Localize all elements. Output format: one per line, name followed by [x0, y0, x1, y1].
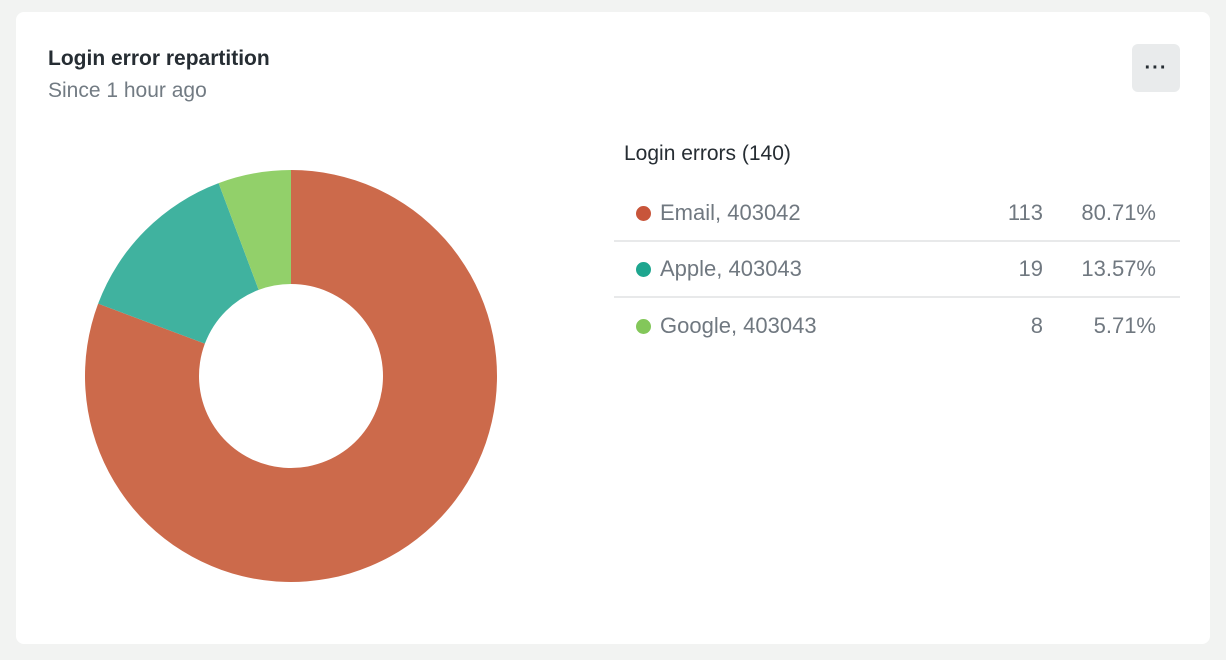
legend: Login errors (140) Email, 403042 113 80.71…: [614, 142, 1180, 354]
donut-slice-apple[interactable]: [98, 183, 259, 344]
card-subtitle: Since 1 hour ago: [48, 79, 207, 102]
legend-item[interactable]: Email, 403042 113 80.71%: [614, 186, 1180, 242]
donut-chart: [85, 170, 497, 582]
legend-item[interactable]: Apple, 403043 19 13.57%: [614, 242, 1180, 298]
legend-percent: 80.71%: [1081, 200, 1156, 225]
card-title: Login error repartition: [48, 47, 270, 70]
legend-label: Email, 403042: [660, 200, 801, 225]
legend-percent: 13.57%: [1081, 256, 1156, 281]
legend-item[interactable]: Google, 403043 8 5.71%: [614, 298, 1180, 354]
legend-count: 19: [1018, 256, 1043, 281]
legend-percent: 5.71%: [1093, 313, 1156, 338]
legend-label: Apple, 403043: [660, 256, 802, 281]
legend-count: 8: [1030, 313, 1043, 338]
more-horizontal-icon: ···: [1144, 56, 1168, 79]
more-options-button[interactable]: ···: [1132, 44, 1180, 92]
donut-slice-google[interactable]: [218, 170, 291, 290]
legend-dot: [636, 318, 651, 334]
legend-dot: [636, 261, 651, 277]
legend-label: Google, 403043: [660, 313, 817, 338]
legend-count: 113: [1007, 200, 1043, 225]
login-error-card: Login error repartition Since 1 hour ago…: [16, 12, 1210, 644]
donut-slice-email[interactable]: [85, 170, 497, 582]
legend-title: Login errors (140): [624, 142, 791, 165]
legend-dot: [636, 205, 651, 221]
